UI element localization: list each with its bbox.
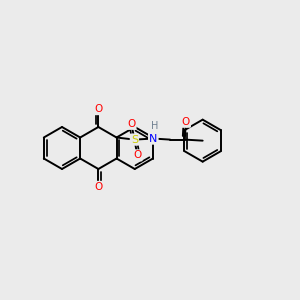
Text: O: O [182, 117, 190, 127]
Text: O: O [94, 182, 103, 192]
Text: S: S [131, 135, 138, 145]
Text: O: O [127, 119, 136, 129]
Text: H: H [151, 121, 158, 131]
Text: O: O [133, 150, 142, 160]
Text: N: N [149, 134, 158, 143]
Text: O: O [94, 104, 103, 114]
